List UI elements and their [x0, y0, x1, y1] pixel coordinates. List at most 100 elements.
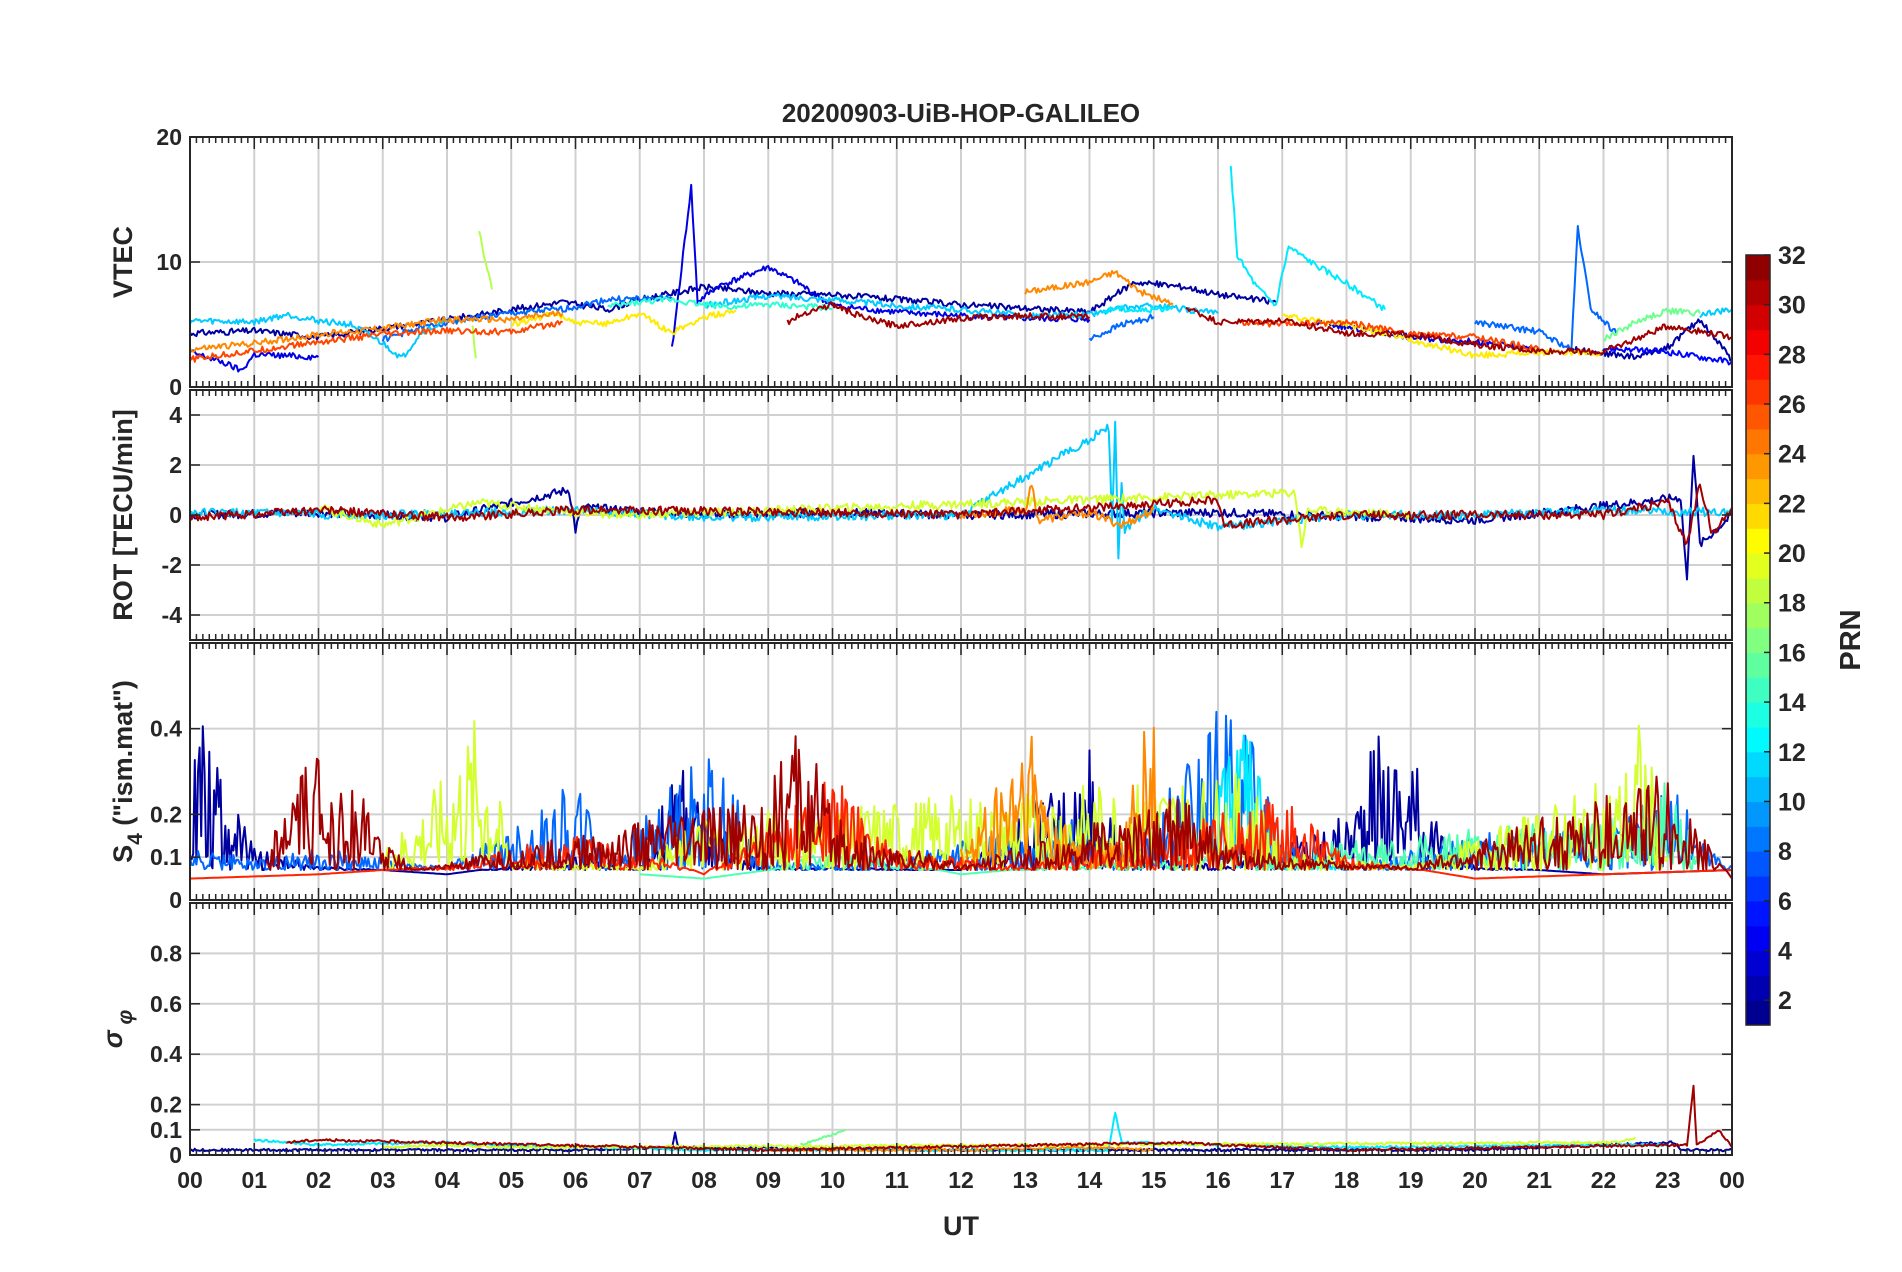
- y-tick-label: 10: [156, 249, 182, 275]
- colorbar-segment: [1746, 354, 1770, 380]
- x-tick-label: 11: [885, 1167, 910, 1193]
- y-tick-label: 0: [169, 1142, 182, 1168]
- y-tick-label: 0: [169, 502, 182, 528]
- colorbar-segment: [1746, 751, 1770, 778]
- series-line-prn-2: [1570, 318, 1733, 362]
- series-line-prn-19: [318, 488, 1412, 548]
- colorbar-segment: [1746, 975, 1770, 1001]
- y-axis-label-subscript: φ: [114, 1010, 137, 1031]
- x-tick-label: 08: [691, 1167, 717, 1193]
- series-line-prn-31: [1185, 307, 1733, 356]
- x-tick-label: 16: [1205, 1167, 1231, 1193]
- y-axis-label-s4: S4 ("ism.mat"): [108, 680, 147, 863]
- series-vtec-prn-24: [189, 270, 1174, 353]
- series-vtec-prn-31: [786, 301, 1733, 356]
- series-s4-prn-31: [266, 735, 1733, 880]
- x-tick-label: 00: [177, 1167, 203, 1193]
- y-tick-label: 0.1: [150, 1117, 182, 1143]
- colorbar-segment: [1746, 726, 1770, 753]
- colorbar-segment: [1746, 702, 1770, 728]
- y-axis-label-rot: ROT [TECU/min]: [108, 409, 138, 620]
- series-s4-prn-15: [639, 782, 1701, 880]
- series-line-prn-8: [1474, 225, 1618, 352]
- y-tick-label: 2: [169, 452, 182, 478]
- colorbar-segment: [1746, 404, 1770, 430]
- x-tick-label: 04: [434, 1167, 460, 1193]
- x-tick-label: 02: [306, 1167, 332, 1193]
- colorbar-segment: [1746, 255, 1770, 281]
- x-tick-label: 10: [820, 1167, 846, 1193]
- series-line-prn-16: [1602, 307, 1701, 342]
- series-line-prn-2: [189, 280, 1277, 341]
- colorbar-tick-label: 4: [1778, 937, 1792, 965]
- y-tick-label: 0.4: [150, 716, 182, 742]
- colorbar-tick-label: 6: [1778, 888, 1792, 916]
- x-tick-label: 21: [1526, 1167, 1552, 1193]
- x-tick-label: 20: [1462, 1167, 1488, 1193]
- y-axis-label-subscript: 4: [124, 833, 147, 845]
- x-tick-label: 01: [241, 1167, 267, 1193]
- colorbar-segment: [1746, 553, 1770, 579]
- y-tick-label: 0.4: [150, 1041, 182, 1067]
- series-line-prn-27: [189, 781, 1733, 880]
- series-line-prn-16: [800, 1128, 846, 1146]
- series-line-prn-11: [189, 311, 448, 359]
- colorbar-tick-label: 14: [1778, 689, 1806, 717]
- y-axis-label-sigma: σ φ: [98, 1010, 137, 1049]
- colorbar-segment: [1746, 776, 1770, 803]
- colorbar-segment: [1746, 428, 1770, 455]
- x-tick-label: 03: [370, 1167, 396, 1193]
- x-tick-label: 00: [1719, 1167, 1745, 1193]
- series-line-prn-31: [266, 735, 1733, 880]
- series-line-prn-31: [286, 1084, 1733, 1152]
- tick-marks-rot: [189, 390, 1733, 640]
- y-tick-label: 0.1: [150, 844, 182, 870]
- colorbar-segment: [1746, 379, 1770, 405]
- x-axis-label: UT: [943, 1211, 979, 1241]
- axes-frame-vtec: [189, 136, 1733, 388]
- y-axis-label-rest: ("ism.mat"): [108, 680, 138, 833]
- series-line-prn-14: [607, 296, 833, 312]
- y-tick-label: 4: [169, 402, 182, 428]
- colorbar-segment: [1746, 1000, 1770, 1026]
- series-vtec-prn-11: [189, 292, 1733, 359]
- colorbar-segment: [1746, 627, 1770, 654]
- colorbar-tick-label: 8: [1778, 838, 1792, 866]
- y-tick-label: 0.8: [150, 940, 182, 966]
- colorbar-tick-label: 32: [1778, 242, 1806, 270]
- y-axis-label-vtec: VTEC: [108, 226, 138, 298]
- series-line-prn-31: [786, 301, 1091, 329]
- colorbar-segment: [1746, 900, 1770, 927]
- series-vtec-prn-5: [1603, 345, 1733, 366]
- axes-frame-sigma: [189, 902, 1733, 1156]
- y-tick-label: 0.6: [150, 991, 182, 1017]
- series-sigma-prn-31: [286, 1084, 1733, 1152]
- colorbar-segment: [1746, 652, 1770, 678]
- x-tick-label: 05: [498, 1167, 524, 1193]
- series-line-prn-31: [189, 483, 1733, 546]
- x-tick-label: 23: [1655, 1167, 1681, 1193]
- panel-sigma: 00.10.2 0.4 0.6 0.8 σ φ 00 01 02 03 04 05 06 07 08 09 1…: [98, 902, 1745, 1193]
- series-line-prn-15: [639, 782, 1701, 880]
- panel-s4: 0 0.1 0.2 0.4S4 ("ism.mat"): [108, 642, 1733, 913]
- series-line-prn-24: [1024, 270, 1174, 306]
- series-line-prn-11: [1699, 307, 1733, 319]
- x-tick-label: 13: [1012, 1167, 1038, 1193]
- colorbar-tick-label: 18: [1778, 590, 1806, 618]
- x-tick-label: 18: [1334, 1167, 1360, 1193]
- colorbar-segment: [1746, 503, 1770, 529]
- colorbar-segment: [1746, 329, 1770, 355]
- series-line-prn-8: [1088, 313, 1155, 341]
- series-vtec-prn-12: [1101, 165, 1386, 314]
- colorbar-tick-label: 16: [1778, 639, 1806, 667]
- panel-rot: -4 -2 0 2 4 ROT [TECU/min]: [108, 389, 1733, 641]
- series-s4-prn-27: [189, 781, 1733, 880]
- colorbar-segment: [1746, 577, 1770, 604]
- series-rot-prn-19: [318, 488, 1412, 548]
- series-line-prn-12: [1229, 165, 1386, 312]
- colorbar-segment: [1746, 602, 1770, 629]
- series-line-prn-4: [189, 349, 320, 373]
- x-tick-label: 12: [948, 1167, 974, 1193]
